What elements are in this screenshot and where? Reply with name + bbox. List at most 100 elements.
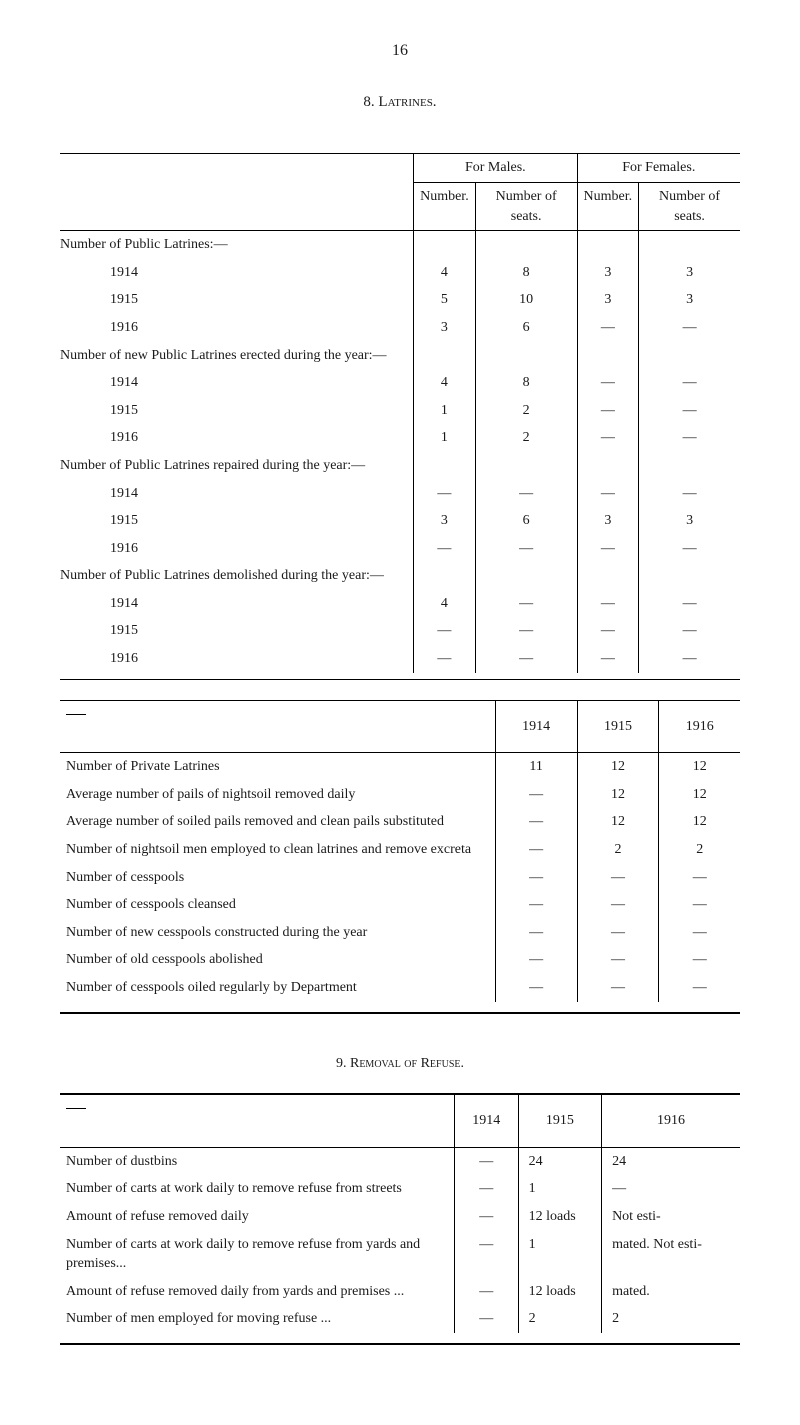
row-label: Amount of refuse removed daily xyxy=(60,1203,454,1231)
row-label: Number of carts at work daily to remove … xyxy=(60,1231,454,1278)
males-header: For Males. xyxy=(414,154,577,182)
females-header: For Females. xyxy=(577,154,740,182)
cell: — xyxy=(577,369,639,397)
cell: — xyxy=(475,645,577,673)
cell: 2 xyxy=(518,1305,601,1333)
cell: — xyxy=(414,617,476,645)
cell: 3 xyxy=(639,286,740,314)
cell: 6 xyxy=(475,314,577,342)
cell: — xyxy=(577,535,639,563)
cell: 3 xyxy=(414,507,476,535)
group-heading: Number of Public Latrines:— xyxy=(60,231,414,259)
cell: — xyxy=(414,480,476,508)
row-label: Average number of soiled pails removed a… xyxy=(60,808,495,836)
row-label: Number of cesspools cleansed xyxy=(60,891,495,919)
cell: 1 xyxy=(414,424,476,452)
cell: — xyxy=(475,590,577,618)
cell: 3 xyxy=(639,507,740,535)
cell: 6 xyxy=(475,507,577,535)
cell: 3 xyxy=(577,259,639,287)
row-label: Number of Private Latrines xyxy=(60,753,495,781)
cell: — xyxy=(639,535,740,563)
cell: — xyxy=(577,617,639,645)
cell: — xyxy=(495,919,577,947)
year-label: 1916 xyxy=(60,645,414,673)
cell: 3 xyxy=(639,259,740,287)
cell: — xyxy=(639,314,740,342)
year-label: 1916 xyxy=(60,535,414,563)
year-label: 1916 xyxy=(60,314,414,342)
cell: — xyxy=(475,617,577,645)
seats-col-f: Number of seats. xyxy=(639,182,740,230)
cell: 24 xyxy=(602,1147,740,1175)
cell: — xyxy=(495,974,577,1002)
cell: 1 xyxy=(414,397,476,425)
year-1914: 1914 xyxy=(495,700,577,753)
cell: — xyxy=(495,836,577,864)
year-1915: 1915 xyxy=(577,700,659,753)
row-label: Number of men employed for moving refuse… xyxy=(60,1305,454,1333)
cell: — xyxy=(577,645,639,673)
year-label: 1915 xyxy=(60,617,414,645)
cell: — xyxy=(577,314,639,342)
year-1916: 1916 xyxy=(659,700,740,753)
cell: 24 xyxy=(518,1147,601,1175)
cell: 4 xyxy=(414,590,476,618)
group-heading: Number of new Public Latrines erected du… xyxy=(60,342,414,370)
year-label: 1915 xyxy=(60,397,414,425)
row-label: Number of cesspools oiled regularly by D… xyxy=(60,974,495,1002)
cell: — xyxy=(577,919,659,947)
cell: — xyxy=(577,946,659,974)
cell: 12 xyxy=(577,781,659,809)
year-1915: 1915 xyxy=(518,1095,601,1148)
cell: 4 xyxy=(414,369,476,397)
cell: — xyxy=(454,1203,518,1231)
cell: 4 xyxy=(414,259,476,287)
cell: — xyxy=(577,424,639,452)
cell: 12 xyxy=(659,753,740,781)
number-col-f: Number. xyxy=(577,182,639,230)
cell: 3 xyxy=(577,286,639,314)
year-label: 1915 xyxy=(60,507,414,535)
row-label: Number of old cesspools abolished xyxy=(60,946,495,974)
cell: — xyxy=(659,864,740,892)
year-label: 1914 xyxy=(60,480,414,508)
cell: 2 xyxy=(602,1305,740,1333)
cell: 12 xyxy=(659,781,740,809)
cell: — xyxy=(454,1147,518,1175)
cell: — xyxy=(454,1231,518,1278)
cell: 2 xyxy=(475,424,577,452)
cell: — xyxy=(454,1278,518,1306)
cell: Not esti- xyxy=(602,1203,740,1231)
year-label: 1914 xyxy=(60,369,414,397)
cell: 3 xyxy=(577,507,639,535)
cell: mated. xyxy=(602,1278,740,1306)
cell: 12 loads xyxy=(518,1203,601,1231)
cell: — xyxy=(577,891,659,919)
row-label: Number of carts at work daily to remove … xyxy=(60,1175,454,1203)
cell: 10 xyxy=(475,286,577,314)
cell: 8 xyxy=(475,259,577,287)
dash-icon xyxy=(66,1108,86,1109)
cell: — xyxy=(454,1175,518,1203)
year-label: 1914 xyxy=(60,259,414,287)
year-label: 1914 xyxy=(60,590,414,618)
row-label: Average number of pails of nightsoil rem… xyxy=(60,781,495,809)
cell: 1 xyxy=(518,1231,601,1278)
cell: 11 xyxy=(495,753,577,781)
cell: 5 xyxy=(414,286,476,314)
cell: 12 loads xyxy=(518,1278,601,1306)
cell: 8 xyxy=(475,369,577,397)
cell: — xyxy=(639,645,740,673)
row-label: Number of cesspools xyxy=(60,864,495,892)
cell: — xyxy=(602,1175,740,1203)
cell: 2 xyxy=(577,836,659,864)
cell: 12 xyxy=(577,808,659,836)
row-label: Number of dustbins xyxy=(60,1147,454,1175)
cell: — xyxy=(495,808,577,836)
cell: — xyxy=(495,781,577,809)
cell: — xyxy=(495,946,577,974)
cell: — xyxy=(414,645,476,673)
cell: — xyxy=(577,480,639,508)
group-heading: Number of Public Latrines repaired durin… xyxy=(60,452,414,480)
